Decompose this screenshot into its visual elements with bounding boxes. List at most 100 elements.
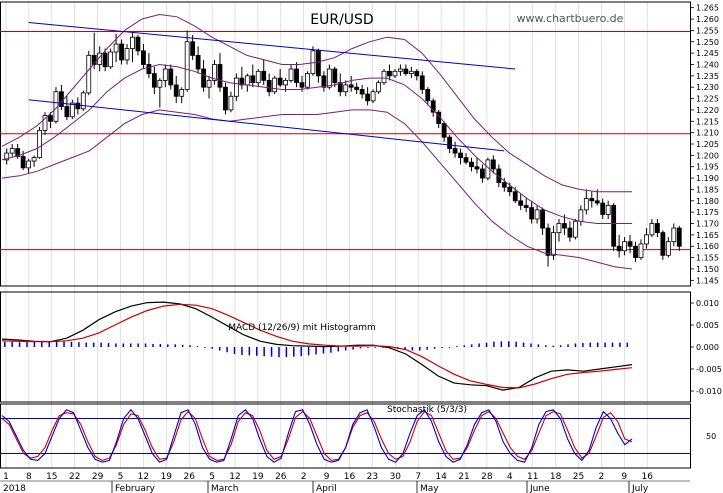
macd-histogram-bar [315, 347, 317, 355]
candle-body [660, 232, 666, 256]
macd-tick-label: 0.000 [696, 343, 719, 352]
candle-body [15, 148, 21, 157]
candle-body [228, 95, 234, 111]
price-tick-label: 1.175 [696, 208, 719, 217]
candle-body [512, 191, 518, 202]
price-tick-label: 1.155 [696, 254, 719, 263]
candle-body [48, 115, 53, 122]
macd-histogram-bar [567, 344, 569, 347]
macd-histogram-bar [463, 345, 466, 347]
candle-body [283, 79, 288, 86]
x-month-label: July [631, 484, 649, 493]
macd-histogram-bar [159, 343, 162, 347]
candle-body [616, 245, 622, 252]
candle-body [507, 186, 513, 193]
macd-histogram-bar [167, 344, 169, 347]
macd-label: MACD (12/26/9) mit Histogramm [228, 323, 376, 333]
candle-body [676, 227, 682, 247]
candle-body [299, 82, 305, 88]
candle-body [348, 84, 354, 88]
candle-body [589, 198, 595, 202]
candle-body [425, 89, 431, 102]
macd-histogram-bar [307, 347, 310, 356]
candle-body [343, 84, 349, 93]
candle-body [523, 204, 529, 209]
macd-histogram-bar [515, 341, 517, 347]
candle-body [75, 102, 81, 110]
macd-histogram-bar [537, 344, 540, 347]
candle-body [26, 160, 32, 169]
price-tick-label: 1.170 [696, 220, 719, 229]
x-day-label: 22 [69, 472, 80, 482]
x-day-label: 21 [458, 472, 469, 482]
candle-body [195, 54, 201, 70]
macd-histogram-bar [374, 347, 377, 348]
macd-histogram-bar [107, 343, 110, 347]
candle-body [272, 77, 278, 93]
macd-histogram-bar [48, 341, 50, 347]
macd-histogram-bar [92, 342, 95, 347]
candle-body [649, 223, 655, 236]
candle-body [365, 93, 371, 102]
price-tick-label: 1.220 [696, 106, 719, 115]
x-day-label: 30 [390, 472, 402, 482]
macd-histogram-bar [70, 341, 73, 347]
macd-histogram-bar [293, 347, 295, 357]
candle-body [414, 70, 420, 77]
macd-histogram-bar [11, 341, 13, 347]
candle-body [184, 41, 190, 90]
price-tick-label: 1.145 [696, 276, 719, 285]
candle-body [321, 75, 327, 88]
candle-body [212, 64, 217, 81]
macd-line [1, 301, 633, 391]
candle-body [671, 227, 677, 243]
macd-histogram-bar [300, 347, 302, 357]
macd-histogram-bar [78, 342, 80, 347]
macd-histogram-bar [493, 341, 495, 347]
candle-body [430, 100, 436, 113]
candle-body [540, 209, 545, 229]
candle-body [173, 84, 179, 97]
price-tick-label: 1.235 [696, 72, 719, 81]
axes: 1.145 1.150 1.155 1.160 1.165 1.170 1.175 1.180… [0, 4, 722, 493]
candle-body [239, 77, 245, 86]
macd-histogram-bar [367, 347, 369, 348]
macd-histogram-bar [270, 347, 273, 357]
candle-body [474, 166, 480, 170]
candle-body [250, 75, 256, 84]
candle-body [458, 152, 463, 159]
macd-histogram-bar [55, 341, 58, 347]
candle-body [370, 91, 376, 102]
macd-histogram-bar [508, 341, 510, 347]
macd-histogram-bar [404, 347, 406, 350]
candle-body [266, 79, 272, 93]
candle-body [80, 92, 86, 110]
candle-body [392, 70, 398, 77]
candle-body [403, 68, 409, 74]
price-tick-label: 1.150 [696, 265, 719, 274]
x-day-label: 9 [324, 472, 330, 482]
macd-histogram-bar [189, 345, 191, 347]
candle-body [644, 234, 649, 245]
macd-histogram-bar [233, 347, 236, 355]
macd-histogram-bar [582, 343, 584, 347]
x-day-label: 2 [301, 472, 307, 482]
price-tick-label: 1.200 [696, 151, 719, 160]
macd-histogram-bar [359, 347, 362, 349]
candle-body [135, 36, 141, 52]
x-day-label: 7 [415, 472, 421, 482]
candle-body [119, 43, 124, 61]
x-day-label: 1 [3, 472, 9, 482]
macd-histogram-bar [382, 347, 384, 348]
macd-histogram-bar [530, 343, 532, 347]
price-tick-label: 1.165 [696, 231, 719, 240]
macd-histogram-bar [433, 347, 436, 349]
candle-body [86, 54, 92, 94]
macd-histogram-bar [456, 346, 458, 347]
candle-body [108, 51, 114, 68]
macd-tick-label: 0.005 [696, 321, 719, 330]
candle-body [255, 70, 261, 84]
price-tick-label: 1.210 [696, 129, 719, 138]
price-tick-label: 1.205 [696, 140, 719, 149]
x-day-label: 16 [344, 472, 356, 482]
